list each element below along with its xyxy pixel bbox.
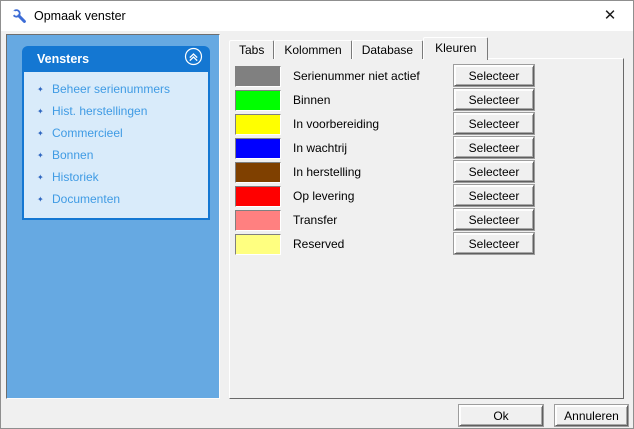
- diamond-bullet-icon: ✦: [37, 194, 44, 204]
- color-swatch: [235, 66, 281, 87]
- close-icon[interactable]: ✕: [603, 7, 617, 24]
- color-row-reserved: Reserved Selecteer: [230, 233, 623, 257]
- sidebar-item-documenten[interactable]: ✦ Documenten: [24, 188, 208, 210]
- color-swatch: [235, 138, 281, 159]
- sidebar: Vensters ✦ Beheer serienummers ✦ Hist. h: [6, 34, 220, 399]
- color-swatch: [235, 114, 281, 135]
- vensters-taskpane: Vensters ✦ Beheer serienummers ✦ Hist. h: [22, 46, 210, 220]
- tab-database[interactable]: Database: [351, 40, 424, 59]
- color-row-serienummer-niet-actief: Serienummer niet actief Selecteer: [230, 65, 623, 89]
- color-row-label: Serienummer niet actief: [293, 69, 420, 83]
- tab-kleuren[interactable]: Kleuren: [423, 37, 489, 60]
- color-row-transfer: Transfer Selecteer: [230, 209, 623, 233]
- selecteer-button[interactable]: Selecteer: [454, 233, 534, 254]
- sidebar-item-historiek[interactable]: ✦ Historiek: [24, 166, 208, 188]
- wrench-icon: [10, 8, 28, 30]
- tab-strip: Tabs Kolommen Database Kleuren: [229, 37, 489, 60]
- sidebar-item-commercieel[interactable]: ✦ Commercieel: [24, 122, 208, 144]
- selecteer-button[interactable]: Selecteer: [454, 185, 534, 206]
- selecteer-button[interactable]: Selecteer: [454, 209, 534, 230]
- diamond-bullet-icon: ✦: [37, 128, 44, 138]
- sidebar-item-label: Documenten: [52, 192, 121, 206]
- collapse-chevron-icon[interactable]: [184, 47, 203, 71]
- tab-tabs[interactable]: Tabs: [229, 40, 275, 59]
- sidebar-header[interactable]: Vensters: [22, 46, 210, 72]
- sidebar-item-hist-herstellingen[interactable]: ✦ Hist. herstellingen: [24, 100, 208, 122]
- color-swatch: [235, 186, 281, 207]
- color-row-label: Binnen: [293, 93, 331, 107]
- sidebar-item-label: Historiek: [52, 170, 99, 184]
- color-row-label: Transfer: [293, 213, 338, 227]
- ok-button[interactable]: Ok: [459, 405, 543, 426]
- color-row-binnen: Binnen Selecteer: [230, 89, 623, 113]
- color-swatch: [235, 234, 281, 255]
- color-swatch: [235, 162, 281, 183]
- window-title: Opmaak venster: [34, 9, 126, 23]
- sidebar-item-list: ✦ Beheer serienummers ✦ Hist. herstellin…: [22, 72, 210, 220]
- color-row-in-voorbereiding: In voorbereiding Selecteer: [230, 113, 623, 137]
- cancel-button[interactable]: Annuleren: [555, 405, 628, 426]
- color-row-label: Op levering: [293, 189, 355, 203]
- sidebar-item-beheer-serienummers[interactable]: ✦ Beheer serienummers: [24, 78, 208, 100]
- color-row-label: In voorbereiding: [293, 117, 380, 131]
- selecteer-button[interactable]: Selecteer: [454, 137, 534, 158]
- diamond-bullet-icon: ✦: [37, 106, 44, 116]
- selecteer-button[interactable]: Selecteer: [454, 161, 534, 182]
- kleuren-tab-page: Serienummer niet actief Selecteer Binnen…: [229, 58, 624, 399]
- color-swatch: [235, 210, 281, 231]
- sidebar-item-label: Bonnen: [52, 148, 94, 162]
- sidebar-item-label: Hist. herstellingen: [52, 104, 148, 118]
- color-row-label: In herstelling: [293, 165, 362, 179]
- color-row-in-wachtrij: In wachtrij Selecteer: [230, 137, 623, 161]
- sidebar-header-label: Vensters: [37, 52, 90, 66]
- color-row-in-herstelling: In herstelling Selecteer: [230, 161, 623, 185]
- diamond-bullet-icon: ✦: [37, 150, 44, 160]
- color-row-label: Reserved: [293, 237, 345, 251]
- color-swatch: [235, 90, 281, 111]
- color-row-label: In wachtrij: [293, 141, 348, 155]
- diamond-bullet-icon: ✦: [37, 172, 44, 182]
- sidebar-item-label: Commercieel: [52, 126, 123, 140]
- selecteer-button[interactable]: Selecteer: [454, 89, 534, 110]
- selecteer-button[interactable]: Selecteer: [454, 113, 534, 134]
- sidebar-item-label: Beheer serienummers: [52, 82, 171, 96]
- tab-kolommen[interactable]: Kolommen: [274, 40, 352, 59]
- diamond-bullet-icon: ✦: [37, 84, 44, 94]
- selecteer-button[interactable]: Selecteer: [454, 65, 534, 86]
- sidebar-item-bonnen[interactable]: ✦ Bonnen: [24, 144, 208, 166]
- color-row-op-levering: Op levering Selecteer: [230, 185, 623, 209]
- title-bar: Opmaak venster ✕: [1, 1, 633, 31]
